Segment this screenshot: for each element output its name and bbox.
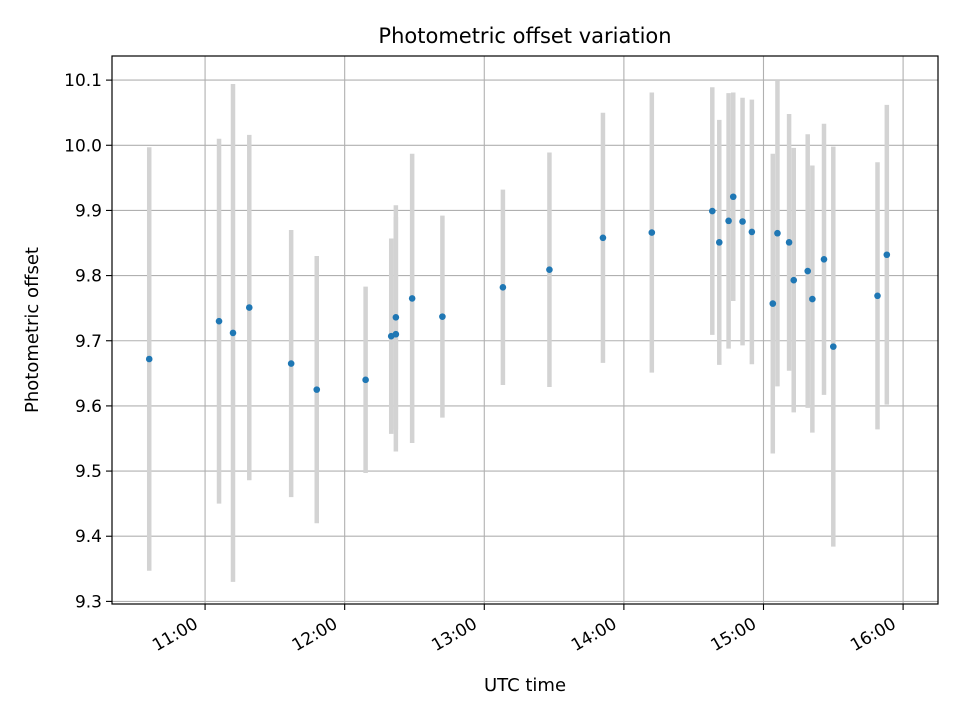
chart-title: Photometric offset variation [378, 24, 671, 48]
data-point [809, 295, 816, 303]
y-axis-title: Photometric offset [22, 247, 43, 413]
data-point [499, 284, 507, 291]
y-tick-label: 9.3 [75, 592, 102, 612]
data-point [739, 218, 746, 225]
y-tick-label: 9.9 [75, 201, 102, 221]
data-point [648, 229, 656, 236]
y-axis: 9.3 9.4 9.5 9.6 9.7 9.8 9.9 10.0 10.1 [64, 71, 112, 612]
data-point [145, 355, 153, 363]
data-point [820, 256, 828, 263]
data-point [599, 234, 607, 242]
data-point [392, 330, 400, 338]
y-tick-label: 10.0 [64, 136, 102, 156]
data-point [729, 193, 737, 201]
y-tick-label: 10.1 [64, 71, 102, 91]
x-axis-title: UTC time [484, 675, 566, 696]
data-points [145, 193, 891, 393]
data-point [785, 239, 793, 246]
data-point [362, 376, 369, 384]
data-point [392, 313, 400, 321]
y-tick-label: 9.4 [75, 527, 102, 547]
data-point [546, 266, 553, 274]
data-point [774, 229, 781, 237]
y-tick-label: 9.7 [75, 332, 102, 352]
data-point [215, 317, 223, 325]
y-tick-label: 9.8 [75, 267, 102, 287]
data-point [287, 360, 295, 367]
data-point [829, 343, 837, 350]
data-point [245, 304, 253, 311]
data-point [709, 207, 716, 215]
data-point [874, 292, 881, 300]
data-point [790, 276, 798, 284]
data-point [883, 251, 891, 259]
data-point [804, 267, 812, 275]
data-point [748, 228, 756, 236]
plot-frame [111, 55, 939, 605]
data-point [715, 239, 723, 246]
data-point [725, 217, 732, 225]
data-point [769, 300, 777, 307]
data-point [313, 386, 321, 393]
data-point [408, 295, 416, 302]
data-point [229, 329, 237, 337]
y-tick-label: 9.5 [75, 462, 102, 482]
y-tick-label: 9.6 [75, 397, 102, 417]
data-point [439, 313, 446, 320]
